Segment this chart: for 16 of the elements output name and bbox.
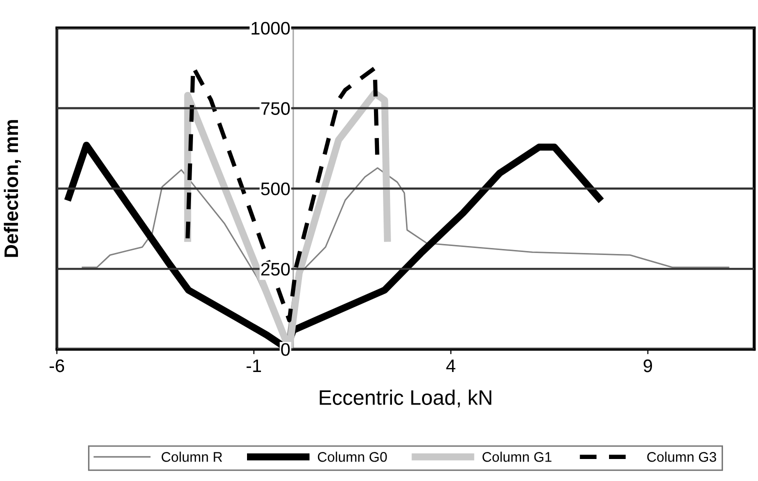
x-tick-label: 9 xyxy=(644,359,652,372)
legend-label: Column G0 xyxy=(318,452,387,462)
y-tick-label: 250 xyxy=(261,262,290,276)
x-tick-label: -1 xyxy=(246,360,261,372)
x-tick-label: 4 xyxy=(446,360,456,372)
y-axis-title: Deflection, mm xyxy=(4,120,21,257)
legend-label: Column R xyxy=(162,452,222,462)
x-tick-label: -6 xyxy=(50,359,64,372)
legend-label: Column G1 xyxy=(482,452,552,462)
y-tick-label: 750 xyxy=(261,102,290,115)
x-axis-title: Eccentric Load, kN xyxy=(320,390,492,408)
y-tick-label: 0 xyxy=(281,343,290,356)
y-tick-label: 500 xyxy=(261,182,290,196)
legend-label: Column G3 xyxy=(647,452,716,462)
y-tick-label: 1000 xyxy=(252,22,290,35)
line-series xyxy=(186,65,380,322)
